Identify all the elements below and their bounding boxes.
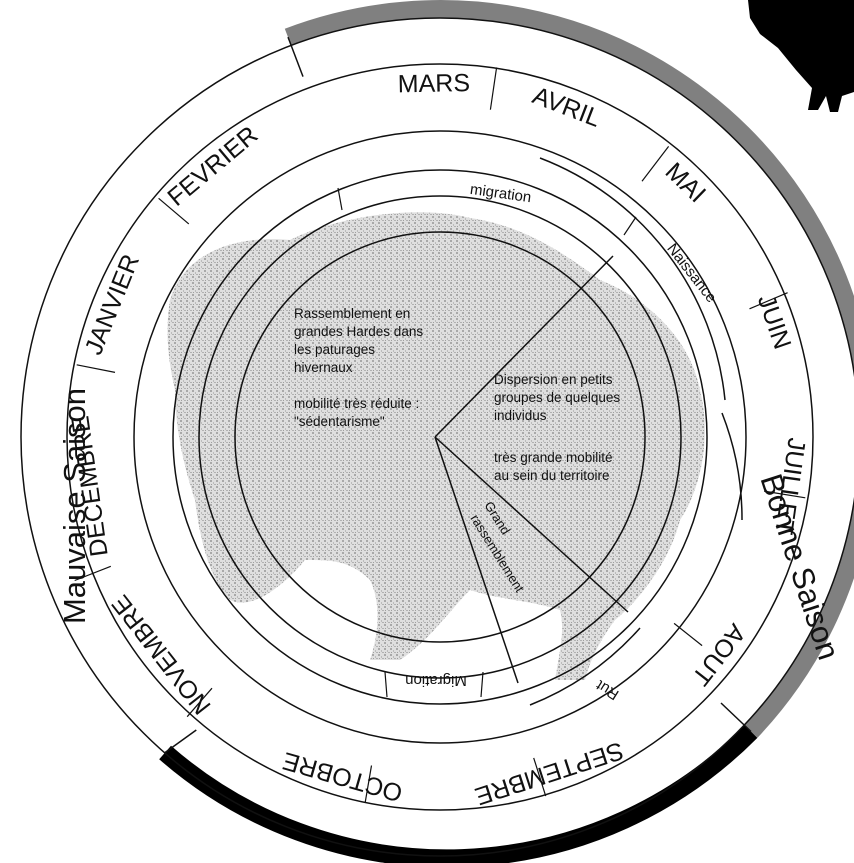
- winter-line-4: hivernaux: [294, 360, 353, 375]
- season-dividers: [164, 36, 752, 754]
- month-label-aout: AOUT: [686, 619, 751, 691]
- winter-line-2: grandes Hardes dans: [294, 324, 423, 339]
- bison-corner-icon: [748, 0, 854, 112]
- winter-line-6: "sédentarisme": [294, 414, 385, 429]
- month-label-mai: MAI: [660, 157, 711, 208]
- winter-line-5: mobilité très réduite :: [294, 396, 419, 411]
- sector-lines: [434, 255, 629, 684]
- summer-line-4: très grande mobilité: [494, 450, 613, 465]
- migration-ticks: [337, 187, 637, 698]
- month-ticks: [74, 67, 806, 803]
- summer-sector-text: Dispersion en petits groupes de quelques…: [494, 372, 620, 483]
- month-label-janvier: JANVIER: [80, 250, 146, 358]
- month-label-septembre: SEPTEMBRE: [472, 736, 627, 810]
- winter-sector-text: Rassemblement en grandes Hardes dans les…: [294, 306, 423, 429]
- month-label-juin: JUIN: [752, 291, 797, 353]
- bad-season-label: Mauvaise Saison: [57, 388, 92, 624]
- summer-line-2: groupes de quelques: [494, 390, 620, 405]
- winter-line-1: Rassemblement en: [294, 306, 410, 321]
- month-label-octobre: OCTOBRE: [280, 746, 406, 807]
- phase-arcs: [529, 157, 743, 706]
- month-label-novembre: NOVEMBRE: [106, 590, 216, 720]
- rings: [20, 17, 854, 857]
- bison-silhouette-icon: [167, 212, 705, 680]
- bad-season-band: [159, 725, 758, 863]
- migration-autumn-label: Migration: [405, 672, 467, 689]
- month-label-avril: AVRIL: [529, 81, 605, 132]
- summer-line-5: au sein du territoire: [494, 468, 610, 483]
- summer-line-1: Dispersion en petits: [494, 372, 613, 387]
- birth-label: Naissance: [663, 240, 720, 306]
- migration-spring-label: migration: [469, 181, 532, 206]
- summer-line-3: individus: [494, 408, 547, 423]
- month-label-mars: MARS: [398, 69, 471, 98]
- good-season-band: [284, 0, 854, 738]
- winter-line-3: les paturages: [294, 342, 375, 357]
